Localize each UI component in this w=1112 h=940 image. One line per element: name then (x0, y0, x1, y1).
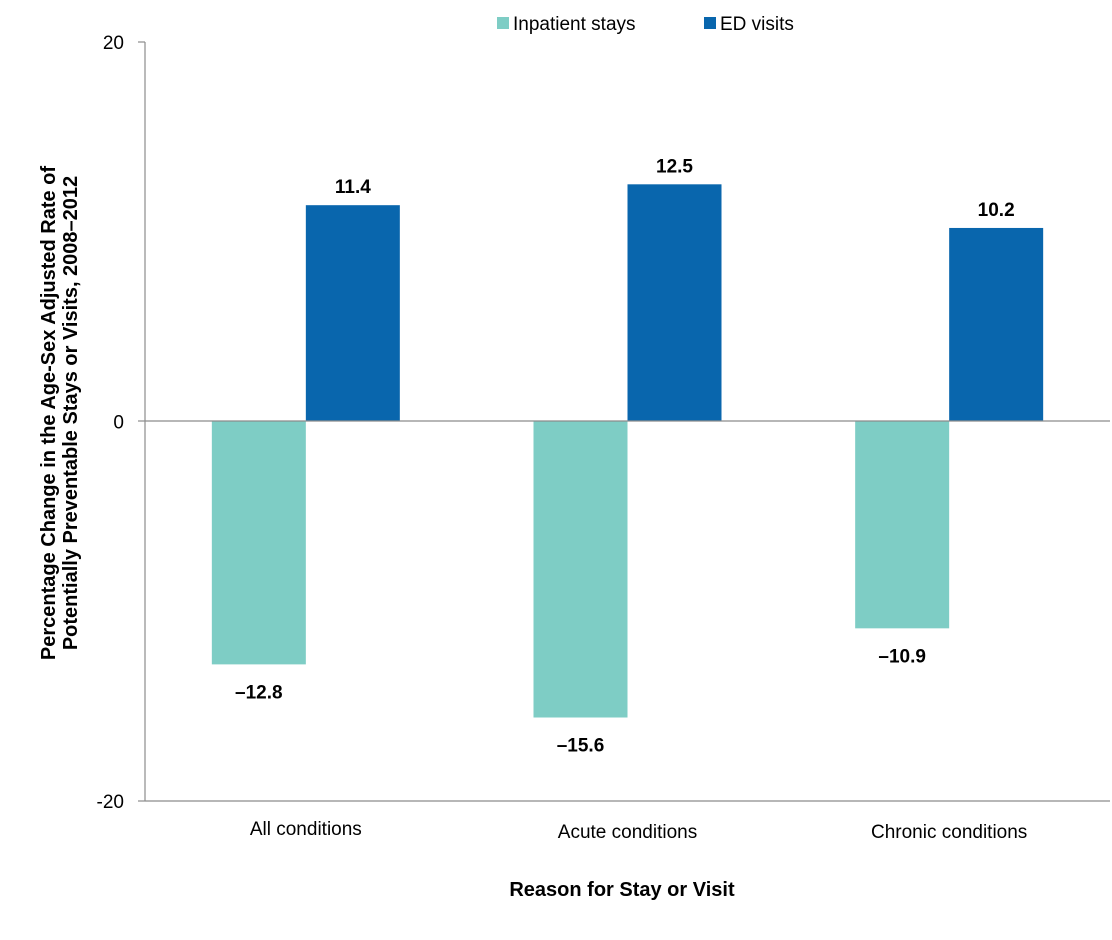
bar-ed-visits (949, 227, 1044, 422)
x-tick-label: Chronic conditions (871, 822, 1027, 843)
data-label: –10.9 (878, 646, 926, 667)
data-label: 11.4 (335, 177, 371, 198)
data-label: 10.2 (978, 200, 1015, 221)
x-tick-label: All conditions (250, 819, 362, 840)
legend-label-ed: ED visits (720, 14, 794, 35)
x-tick-label: Acute conditions (558, 822, 697, 843)
bars-layer (211, 184, 1044, 718)
legend-swatch-inpatient (497, 17, 509, 29)
labels-layer: –12.8 11.4 –15.6 12.5 –10.9 10.2 (235, 156, 1015, 756)
bar-ed-visits (305, 205, 400, 422)
data-label: –15.6 (557, 736, 605, 757)
y-tick-label: -20 (97, 792, 124, 813)
legend: Inpatient stays ED visits (497, 14, 794, 35)
y-tick-label: 20 (103, 33, 124, 54)
y-tick-label: 0 (113, 413, 124, 434)
y-axis-title: Percentage Change in the Age-Sex Adjuste… (38, 166, 82, 661)
bar-inpatient-stays (533, 421, 628, 718)
data-label: 12.5 (656, 156, 693, 177)
x-axis-title: Reason for Stay or Visit (509, 879, 735, 901)
bar-ed-visits (627, 184, 722, 422)
legend-label-inpatient: Inpatient stays (513, 14, 636, 35)
legend-swatch-ed (704, 17, 716, 29)
data-label: –12.8 (235, 682, 283, 703)
bar-inpatient-stays (855, 421, 950, 629)
y-axis-title-line-1: Percentage Change in the Age-Sex Adjuste… (38, 166, 60, 661)
bar-inpatient-stays (211, 421, 306, 665)
y-axis-title-line-2: Potentially Preventable Stays or Visits,… (60, 176, 82, 650)
